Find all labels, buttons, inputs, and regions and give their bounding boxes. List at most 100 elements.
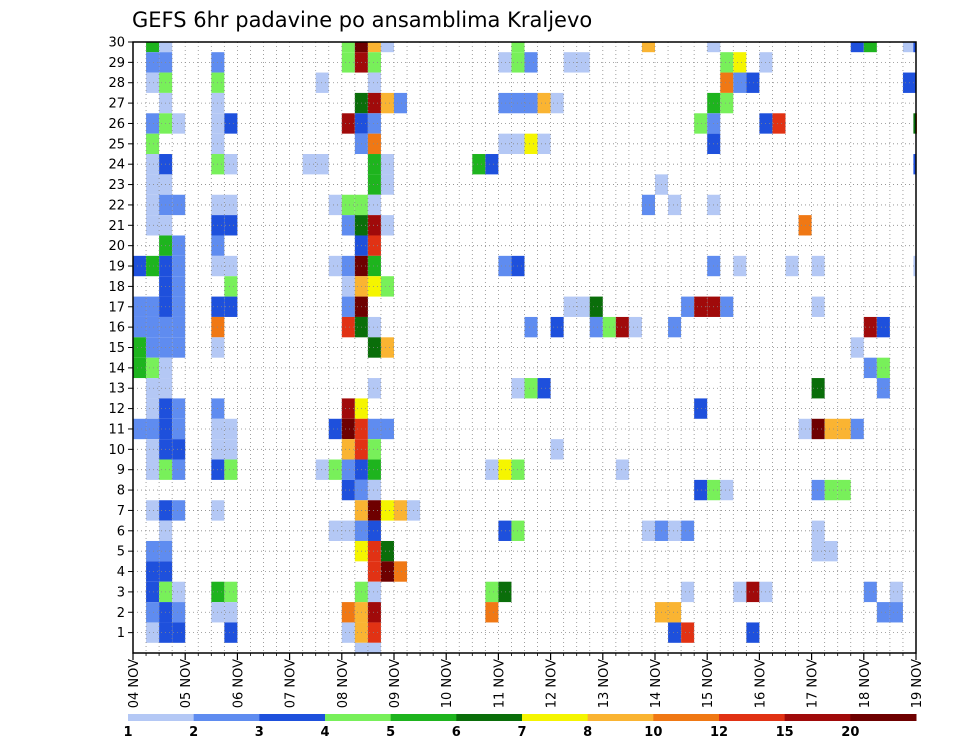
colorbar-swatch bbox=[193, 714, 260, 721]
heat-cell bbox=[341, 276, 355, 297]
y-tick-label: 30 bbox=[108, 36, 125, 51]
colorbar-swatch bbox=[653, 714, 720, 721]
x-tick-label: 08 NOV bbox=[336, 659, 351, 708]
heat-cell bbox=[824, 418, 838, 440]
y-tick-label: 11 bbox=[108, 422, 125, 437]
heat-cell bbox=[876, 378, 890, 399]
heat-cell bbox=[367, 622, 381, 643]
heat-cell bbox=[576, 296, 590, 317]
colorbar-swatch bbox=[390, 714, 457, 721]
colorbar-swatch bbox=[784, 714, 851, 721]
heat-cell bbox=[146, 316, 160, 338]
heat-cell bbox=[615, 316, 629, 338]
colorbar-label: 1 bbox=[123, 725, 132, 740]
heat-cell bbox=[367, 520, 381, 541]
colorbar-swatch bbox=[456, 714, 523, 721]
heat-cell bbox=[863, 42, 877, 53]
heat-cell bbox=[913, 255, 916, 277]
heat-cell bbox=[367, 235, 381, 256]
heat-cell bbox=[133, 316, 147, 338]
x-tick-label: 11 NOV bbox=[492, 659, 507, 708]
heat-cell bbox=[589, 296, 603, 317]
heat-cell bbox=[772, 113, 786, 134]
heat-cell bbox=[315, 72, 329, 93]
x-tick-label: 10 NOV bbox=[440, 659, 455, 708]
heat-cell bbox=[367, 642, 381, 653]
heat-cell bbox=[146, 52, 160, 73]
heat-cell bbox=[668, 622, 682, 643]
x-axis: 04 NOV 05 NOV 06 NOV 07 NOV 08 NOV 09 NOV 10 N… bbox=[127, 653, 925, 708]
heat-cell bbox=[720, 52, 734, 73]
heat-cell bbox=[380, 92, 394, 114]
x-tick-label: 13 NOV bbox=[597, 659, 612, 708]
y-tick-label: 9 bbox=[117, 463, 125, 478]
heat-cell bbox=[837, 418, 851, 440]
colorbar-label: 20 bbox=[841, 725, 859, 740]
x-tick-label: 19 NOV bbox=[910, 659, 925, 708]
heat-cell bbox=[380, 561, 394, 582]
x-tick-label: 16 NOV bbox=[753, 659, 768, 708]
heat-cell bbox=[537, 133, 551, 155]
heat-cell bbox=[694, 479, 708, 501]
colorbar-label: 4 bbox=[320, 725, 329, 740]
heat-cell bbox=[172, 398, 186, 419]
colorbar-swatch bbox=[325, 714, 392, 721]
heat-cell bbox=[146, 500, 160, 521]
heat-cell bbox=[146, 296, 160, 317]
heat-cell bbox=[341, 52, 355, 73]
heat-cell bbox=[367, 500, 381, 521]
x-tick-label: 09 NOV bbox=[388, 659, 403, 708]
heat-cell bbox=[172, 418, 186, 440]
y-tick-label: 26 bbox=[108, 117, 125, 132]
heat-cell bbox=[641, 194, 655, 216]
heat-cell bbox=[498, 52, 512, 73]
heat-cell bbox=[694, 296, 708, 317]
heat-cell bbox=[224, 154, 238, 175]
heat-cell bbox=[341, 479, 355, 501]
heat-cell bbox=[863, 581, 877, 603]
heat-cell bbox=[367, 378, 381, 399]
heat-cell bbox=[537, 378, 551, 399]
heat-cell bbox=[524, 378, 538, 399]
x-tick-label: 05 NOV bbox=[179, 659, 194, 708]
heat-cell bbox=[511, 42, 525, 53]
heat-cell bbox=[733, 52, 747, 73]
heat-cell bbox=[394, 92, 408, 114]
y-tick-label: 19 bbox=[108, 260, 125, 275]
heat-cell bbox=[224, 113, 238, 134]
heat-cell bbox=[341, 42, 355, 53]
heat-cell bbox=[146, 581, 160, 603]
y-tick-label: 21 bbox=[108, 219, 125, 234]
y-tick-label: 23 bbox=[108, 178, 125, 193]
heat-cell bbox=[733, 581, 747, 603]
heat-cell bbox=[824, 479, 838, 501]
colorbar-swatch bbox=[850, 714, 917, 721]
heat-cell bbox=[889, 581, 903, 603]
y-tick-label: 8 bbox=[117, 484, 125, 499]
x-tick-label: 06 NOV bbox=[231, 659, 246, 708]
heat-cell bbox=[341, 398, 355, 419]
heat-cell bbox=[628, 316, 642, 338]
heat-cell bbox=[498, 581, 512, 603]
heat-cell bbox=[341, 255, 355, 277]
y-tick-label: 3 bbox=[117, 585, 125, 600]
heat-cell bbox=[146, 378, 160, 399]
heat-cell bbox=[913, 154, 916, 175]
heat-cell bbox=[367, 255, 381, 277]
colorbar-swatch bbox=[587, 714, 654, 721]
heat-cell bbox=[707, 42, 721, 53]
heat-cell bbox=[367, 42, 381, 53]
heat-cell bbox=[328, 459, 342, 480]
heat-cell bbox=[341, 622, 355, 643]
heat-cell bbox=[146, 602, 160, 623]
heat-cell bbox=[394, 500, 408, 521]
heat-cell bbox=[146, 113, 160, 134]
heat-cell bbox=[146, 215, 160, 236]
heat-cell bbox=[146, 255, 160, 277]
y-tick-label: 17 bbox=[108, 300, 125, 315]
y-tick-label: 29 bbox=[108, 56, 125, 71]
heat-cell bbox=[146, 439, 160, 460]
heat-cell bbox=[224, 459, 238, 480]
colorbar-label: 3 bbox=[255, 725, 264, 740]
heat-cell bbox=[367, 602, 381, 623]
